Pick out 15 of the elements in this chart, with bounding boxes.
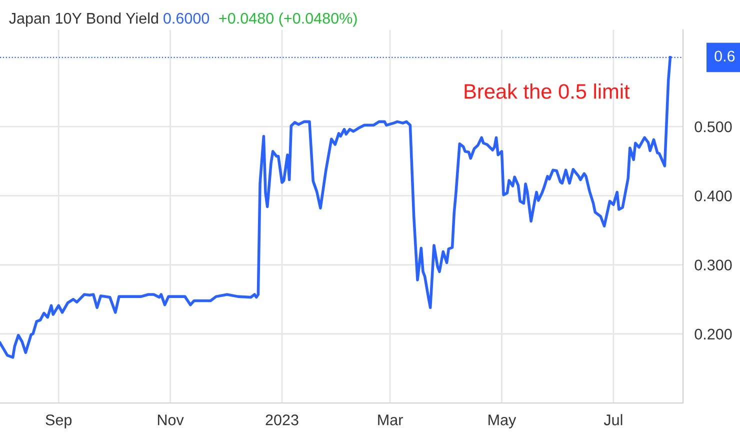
- x-tick-label: Sep: [46, 414, 72, 428]
- y-tick-label: 0.400: [694, 190, 732, 202]
- text: 0.6000: [164, 12, 210, 24]
- text: +0.0480 (+0.0480%): [219, 12, 357, 27]
- annotation: Break the 0.5 limit: [464, 84, 630, 99]
- x-tick-label: Nov: [158, 414, 184, 426]
- y-tick-label: 0.200: [694, 328, 732, 340]
- x-tick-label: 2023: [266, 414, 298, 426]
- chart-title: Japan 10Y Bond Yield: [9, 12, 158, 27]
- x-tick-label: May: [488, 414, 516, 428]
- y-tick-label: 0.300: [694, 260, 732, 270]
- x-tick-label: Jul: [604, 414, 622, 426]
- y-tick-label: 0.500: [694, 121, 732, 132]
- ref-line-label: 0.6: [714, 50, 735, 62]
- x-tick-label: Mar: [378, 414, 403, 426]
